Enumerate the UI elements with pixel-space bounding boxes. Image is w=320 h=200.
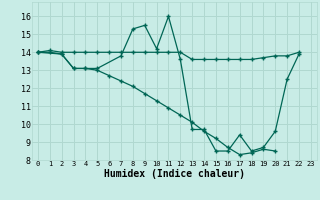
X-axis label: Humidex (Indice chaleur): Humidex (Indice chaleur) — [104, 169, 245, 179]
